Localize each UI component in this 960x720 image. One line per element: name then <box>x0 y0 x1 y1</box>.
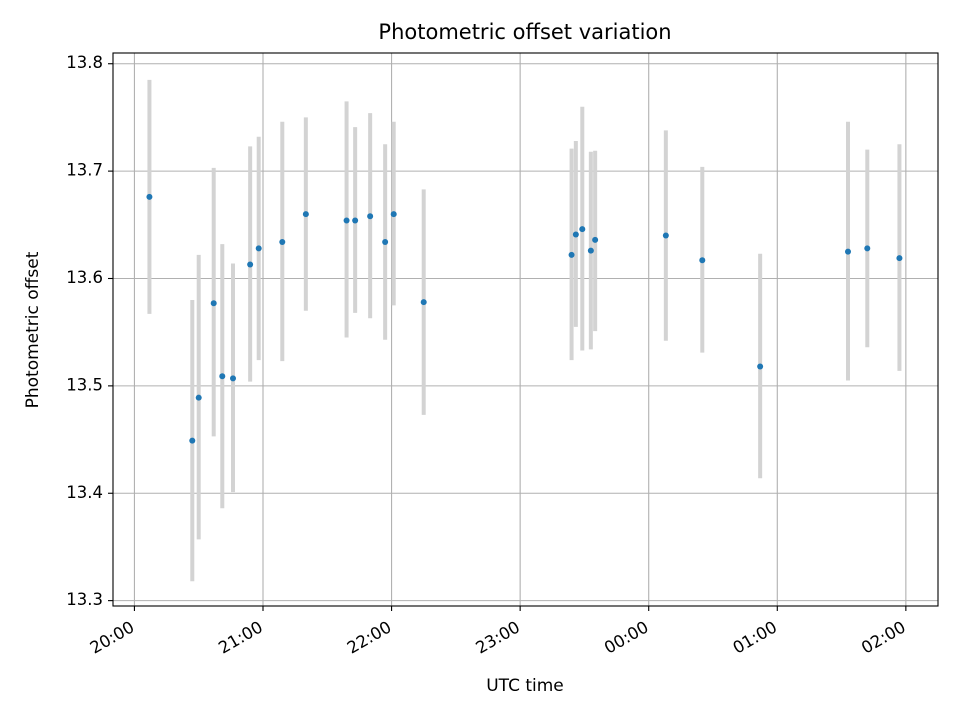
y-axis-ticks: 13.3 13.4 13.5 13.6 13.7 13.8 <box>66 53 113 609</box>
x-tick-label: 02:00 <box>858 617 909 657</box>
error-bars <box>147 79 902 582</box>
y-tick-label: 13.6 <box>66 268 103 287</box>
data-point <box>230 375 236 382</box>
data-point <box>195 394 202 401</box>
data-point <box>279 238 286 245</box>
x-tick-label: 21:00 <box>215 617 266 657</box>
x-axis-label: UTC time <box>486 676 564 696</box>
data-point <box>146 193 153 200</box>
data-point <box>189 437 196 444</box>
data-point <box>587 247 594 254</box>
x-tick-label: 23:00 <box>472 617 523 657</box>
data-point <box>255 245 262 252</box>
data-point <box>302 211 309 218</box>
data-point <box>699 257 706 264</box>
data-points <box>146 193 903 444</box>
data-point <box>845 248 851 255</box>
data-point <box>247 261 254 268</box>
data-point <box>757 363 764 370</box>
x-tick-label: 20:00 <box>87 617 138 657</box>
plot-frame <box>112 52 939 607</box>
data-point <box>420 299 427 306</box>
x-axis-ticks: 20:00 21:00 22:00 23:00 00:00 01:00 02:00 <box>87 606 909 658</box>
y-tick-label: 13.4 <box>66 483 103 502</box>
data-point <box>382 238 389 245</box>
data-point <box>864 245 871 252</box>
data-point <box>390 211 397 218</box>
y-axis-label: Photometric offset <box>23 251 43 408</box>
data-point <box>592 236 599 243</box>
x-tick-label: 00:00 <box>601 617 652 657</box>
chart-title: Photometric offset variation <box>378 20 671 44</box>
data-point <box>662 232 669 239</box>
y-tick-label: 13.8 <box>66 53 103 72</box>
data-point <box>210 300 217 307</box>
data-point <box>343 217 350 224</box>
data-point <box>579 226 586 233</box>
y-tick-label: 13.7 <box>66 161 103 180</box>
data-point <box>568 251 575 258</box>
data-point <box>367 213 374 220</box>
grid-lines <box>113 53 938 606</box>
y-tick-label: 13.5 <box>66 375 103 394</box>
x-tick-label: 01:00 <box>730 617 781 657</box>
data-point <box>352 217 359 224</box>
data-point <box>896 255 903 262</box>
y-tick-label: 13.3 <box>66 590 103 609</box>
data-point <box>572 231 579 238</box>
data-point <box>219 373 226 380</box>
x-tick-label: 22:00 <box>344 617 395 657</box>
